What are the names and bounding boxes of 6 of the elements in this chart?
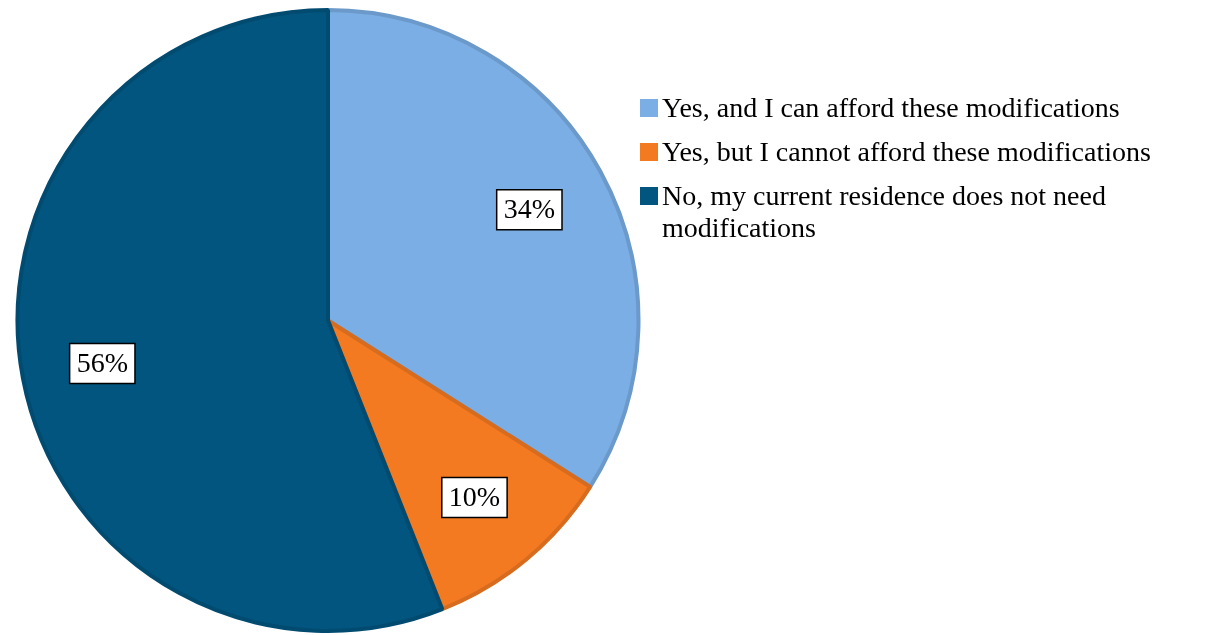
data-label: 56% xyxy=(76,346,128,378)
data-label: 10% xyxy=(448,480,501,512)
legend-label: No, my current residence does not need modifications xyxy=(662,180,1107,244)
legend-label: Yes, and I can afford these modifications xyxy=(662,92,1120,124)
legend-label: Yes, but I cannot afford these modifications xyxy=(662,136,1151,168)
data-label: 34% xyxy=(503,193,556,225)
